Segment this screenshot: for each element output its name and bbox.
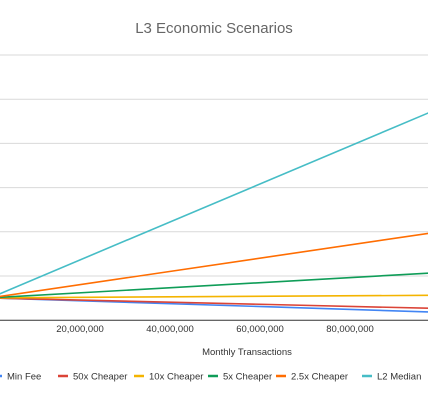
legend-label: 5x Cheaper [223,372,272,383]
x-tick-label: 60,000,000 [236,324,284,335]
legend-label: L2 Median [377,372,421,383]
x-tick-label: 40,000,000 [146,324,194,335]
legend-label: 2.5x Cheaper [291,372,348,383]
legend-item: 5x Cheaper [208,372,272,383]
legend-label: 50x Cheaper [73,372,127,383]
x-tick-label: 80,000,000 [326,324,374,335]
legend-item: Min Fee [0,372,41,383]
chart-title: L3 Economic Scenarios [135,20,293,37]
legend-label: Min Fee [7,372,41,383]
series-lines [0,112,428,313]
x-axis-label: Monthly Transactions [202,347,292,358]
x-axis-ticks: 20,000,000 40,000,000 60,000,000 80,000,000 [56,324,374,335]
series-line-2-5x-cheaper [0,232,428,298]
gridlines [0,54,428,321]
x-tick-label: 20,000,000 [56,324,104,335]
series-line-10x-cheaper [0,294,428,299]
series-line-5x-cheaper [0,272,428,299]
legend-item: L2 Median [362,372,421,383]
legend: Min Fee 50x Cheaper 10x Cheaper 5x Cheaper 2… [0,372,421,383]
series-line-l2-median [0,112,428,295]
legend-label: 10x Cheaper [149,372,203,383]
legend-item: 50x Cheaper [58,372,127,383]
legend-item: 2.5x Cheaper [276,372,348,383]
series-line-50x-cheaper [0,297,428,310]
legend-item: 10x Cheaper [134,372,203,383]
